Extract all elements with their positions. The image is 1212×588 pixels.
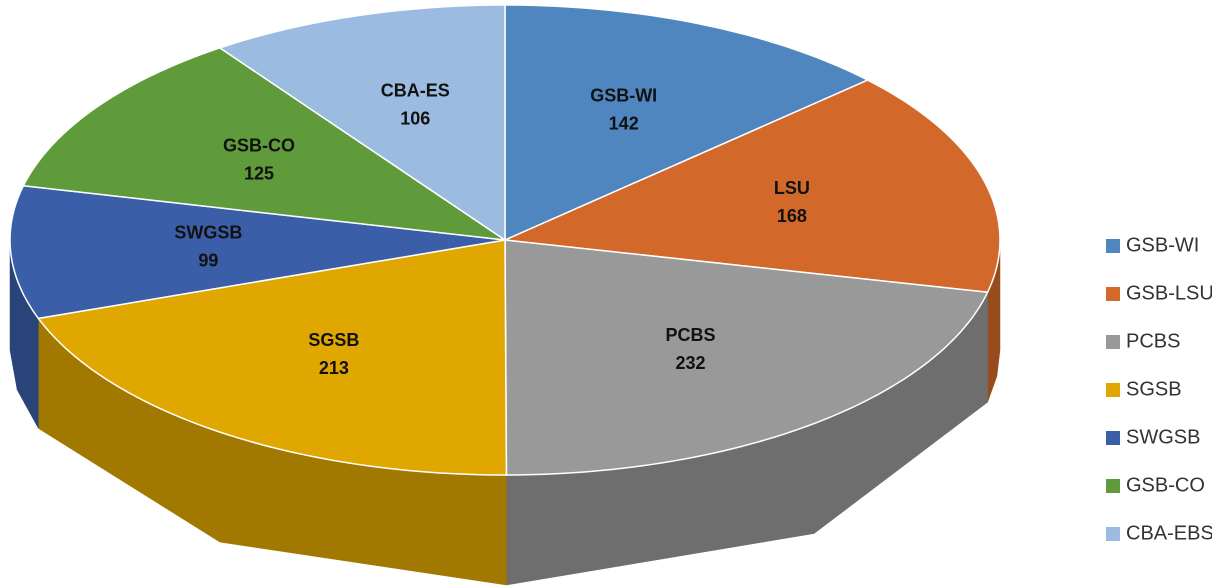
data-label-value: 125	[244, 164, 274, 184]
slice	[218, 4, 506, 242]
legend-label: SWGSB	[1126, 426, 1200, 448]
legend-swatch	[1106, 527, 1120, 541]
legend-swatch	[1106, 479, 1120, 493]
legend-swatch	[1106, 287, 1120, 301]
slice	[37, 239, 508, 476]
data-label-value: 106	[400, 108, 430, 128]
data-label-name: SGSB	[308, 330, 359, 350]
legend-swatch	[1106, 431, 1120, 445]
slice	[9, 184, 506, 320]
slice	[502, 79, 1001, 294]
legend-swatch	[1106, 239, 1120, 253]
legend-label: SGSB	[1126, 378, 1182, 400]
data-label-name: GSB-WI	[590, 86, 657, 106]
legend-label: GSB-CO	[1126, 474, 1205, 496]
legend-swatch	[1106, 383, 1120, 397]
data-label-value: 213	[319, 358, 349, 378]
data-label-name: PCBS	[666, 325, 716, 345]
legend-swatch	[1106, 335, 1120, 349]
data-label-name: SWGSB	[174, 222, 242, 242]
data-label-name: GSB-CO	[223, 136, 295, 156]
data-label-value: 99	[198, 250, 218, 270]
slice	[22, 47, 506, 241]
data-label-name: LSU	[774, 178, 810, 198]
data-label-value: 142	[609, 114, 639, 134]
legend-label: CBA-EBS	[1126, 522, 1212, 544]
data-label-name: CBA-ES	[381, 80, 450, 100]
legend-label: GSB-WI	[1126, 234, 1199, 256]
data-label-value: 168	[777, 206, 807, 226]
slice	[504, 4, 870, 242]
data-label-value: 232	[675, 353, 705, 373]
legend-label: PCBS	[1126, 330, 1180, 352]
legend-label: GSB-LSU	[1126, 282, 1212, 304]
slice	[504, 239, 989, 476]
